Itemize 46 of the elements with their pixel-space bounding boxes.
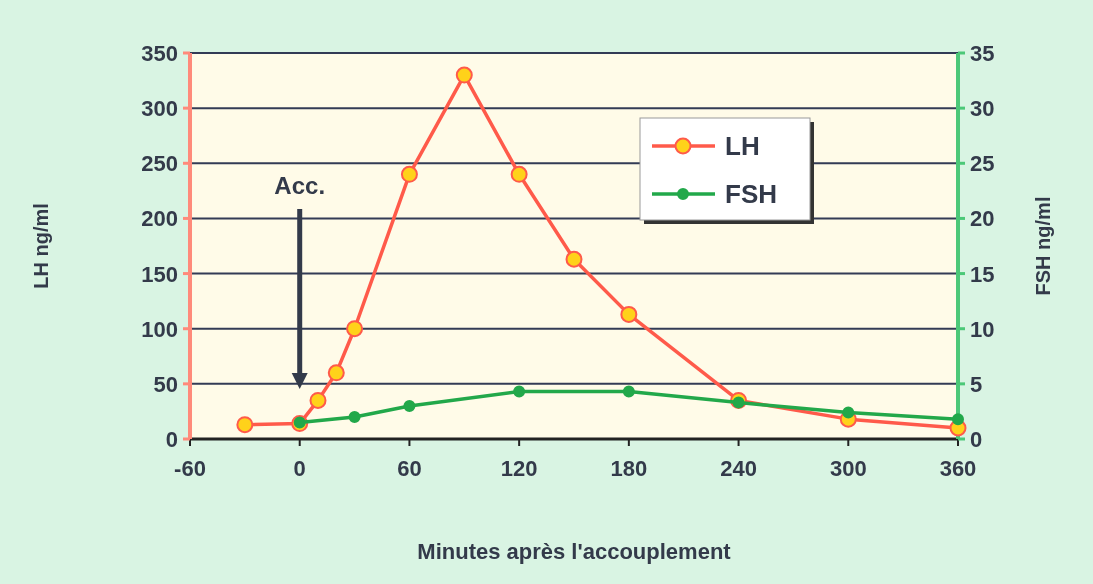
x-tick-label: 60 bbox=[397, 456, 422, 481]
point bbox=[732, 396, 745, 409]
point bbox=[622, 385, 635, 398]
point bbox=[309, 391, 327, 409]
x-tick-label: 240 bbox=[720, 456, 757, 481]
x-tick-label: 180 bbox=[610, 456, 648, 481]
y-tick-label: 300 bbox=[141, 96, 178, 122]
point bbox=[952, 413, 964, 426]
annotation: Acc. bbox=[274, 172, 326, 199]
x-tick-label: 0 bbox=[293, 456, 306, 481]
y2-tick-label: 5 bbox=[970, 371, 983, 397]
point bbox=[620, 305, 638, 323]
y-tick-label: 50 bbox=[153, 371, 178, 397]
y-tick-label: 0 bbox=[165, 427, 178, 452]
point bbox=[327, 364, 345, 382]
point bbox=[348, 410, 361, 423]
x-axis-title: Minutes après l'accouplement bbox=[417, 539, 732, 564]
point bbox=[236, 416, 254, 434]
point bbox=[403, 399, 416, 412]
legend-label: LH bbox=[725, 131, 760, 161]
x-tick-label: 360 bbox=[939, 456, 977, 481]
y2-tick-label: 0 bbox=[970, 427, 983, 452]
y2-tick-label: 20 bbox=[970, 206, 995, 232]
y2-tick-label: 35 bbox=[970, 41, 995, 66]
y-tick-label: 100 bbox=[141, 316, 178, 342]
y-tick-label: 350 bbox=[141, 41, 178, 66]
point bbox=[510, 165, 528, 183]
y-tick-label: 150 bbox=[141, 261, 178, 287]
point bbox=[513, 385, 526, 398]
point bbox=[565, 250, 583, 268]
x-tick-label: -60 bbox=[174, 456, 206, 481]
point bbox=[346, 320, 364, 338]
y-axis-title: LH ng/ml bbox=[30, 203, 52, 289]
y2-tick-label: 10 bbox=[970, 316, 995, 342]
x-tick-label: 300 bbox=[829, 456, 867, 481]
y2-tick-label: 15 bbox=[970, 261, 995, 287]
point bbox=[842, 406, 855, 419]
y-tick-label: 200 bbox=[141, 206, 178, 232]
y2-tick-label: 25 bbox=[970, 151, 995, 177]
point bbox=[400, 165, 418, 183]
y2-tick-label: 30 bbox=[970, 96, 995, 122]
point bbox=[455, 66, 473, 84]
y-tick-label: 250 bbox=[141, 151, 178, 177]
legend-label: FSH bbox=[725, 179, 777, 209]
y2-axis-title: FSH ng/ml bbox=[1032, 196, 1054, 296]
x-tick-label: 120 bbox=[500, 456, 538, 481]
